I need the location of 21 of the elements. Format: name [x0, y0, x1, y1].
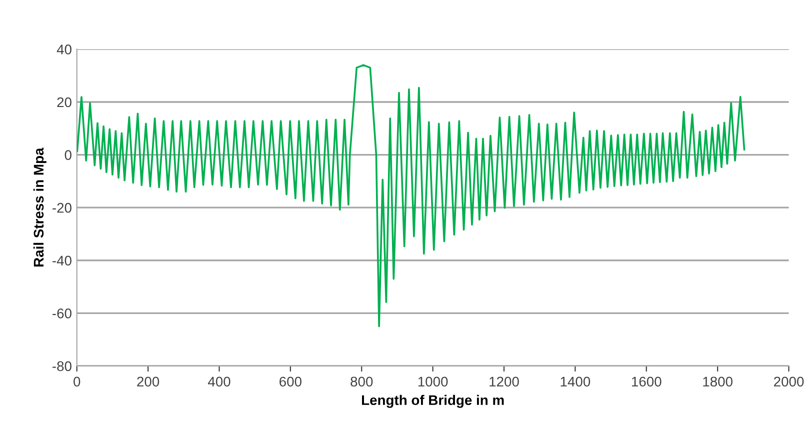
y-axis-title: Rail Stress in Mpa	[33, 148, 46, 266]
x-tick-label: 2000	[774, 376, 804, 387]
x-tick-label: 800	[350, 376, 373, 387]
line-series	[76, 64, 746, 328]
x-tick-label: 1200	[490, 376, 519, 387]
y-tick-label: -20	[52, 202, 72, 213]
y-tick-label: 20	[57, 97, 72, 108]
x-tick-label: 200	[137, 376, 160, 387]
y-tick-label: -60	[52, 308, 72, 318]
x-tick-label: 1000	[418, 376, 448, 387]
x-tick-label: 0	[74, 376, 80, 387]
y-tick-label: -80	[52, 361, 72, 372]
y-tick-label: 40	[56, 44, 72, 54]
x-axis-title: Length of Bridge in m	[362, 394, 504, 408]
x-tick-label: 1600	[632, 376, 662, 387]
x-tick-label: 600	[280, 376, 302, 387]
y-tick-label: -40	[52, 256, 72, 266]
x-tick-label: 1400	[560, 376, 590, 387]
y-tick-label: 0	[64, 150, 72, 160]
x-tick-label: 1800	[703, 376, 732, 387]
x-tick-label: 400	[208, 376, 230, 387]
